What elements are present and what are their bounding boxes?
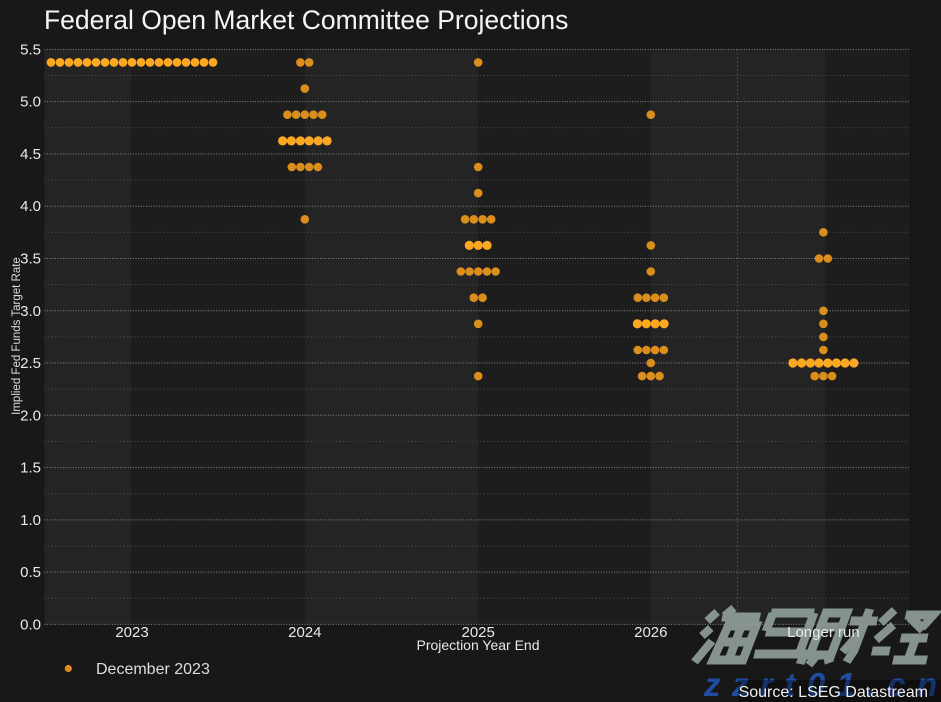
svg-text:1.5: 1.5 [20,460,41,477]
svg-text:3.5: 3.5 [20,251,41,268]
svg-text:4.0: 4.0 [20,198,41,215]
svg-text:0.0: 0.0 [20,616,41,633]
svg-text:zzrt01.cn: zzrt01.cn [703,666,941,702]
svg-text:0.5: 0.5 [20,564,41,581]
svg-text:2026: 2026 [634,624,667,641]
svg-text:Projection Year End: Projection Year End [417,637,540,653]
svg-text:Implied Fed Funds Target Rate: Implied Fed Funds Target Rate [11,257,23,415]
svg-text:1.0: 1.0 [20,512,41,529]
svg-text:2.5: 2.5 [20,355,41,372]
svg-text:5.5: 5.5 [20,41,41,58]
svg-text:5.0: 5.0 [20,94,41,111]
svg-text:2024: 2024 [288,624,321,641]
svg-text:4.5: 4.5 [20,146,41,163]
svg-text:December 2023: December 2023 [96,661,210,678]
svg-text:2023: 2023 [115,624,148,641]
svg-text:Source: LSEG Datastream: Source: LSEG Datastream [739,684,928,701]
svg-text:3.0: 3.0 [20,303,41,320]
svg-text:2.0: 2.0 [20,407,41,424]
svg-text:Longer run: Longer run [787,624,860,641]
svg-text:2025: 2025 [462,624,495,641]
svg-text:Federal Open Market Committee: Federal Open Market Committee Projection… [44,5,568,35]
